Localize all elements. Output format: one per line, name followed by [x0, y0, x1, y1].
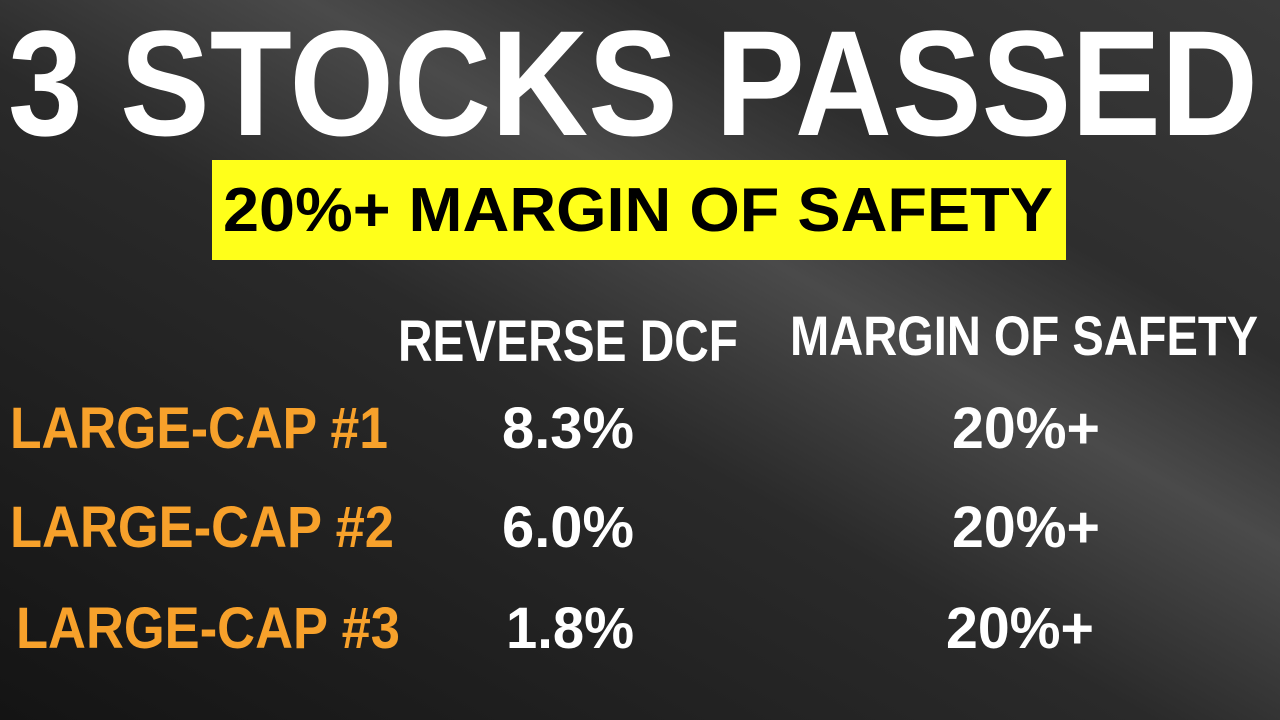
subtitle: 20%+ MARGIN OF SAFETY	[223, 176, 1053, 245]
reverse-dcf-value: 8.3%	[502, 396, 634, 461]
margin-value: 20%+	[952, 396, 1100, 461]
reverse-dcf-value: 6.0%	[502, 495, 634, 560]
row-label: LARGE-CAP #2	[10, 495, 394, 560]
margin-value: 20%+	[952, 495, 1100, 560]
column-header: REVERSE DCF	[398, 309, 738, 374]
subtitle-box	[212, 160, 1066, 260]
margin-value: 20%+	[946, 596, 1094, 661]
column-header: MARGIN OF SAFETY	[790, 304, 1258, 367]
title: 3 STOCKS PASSED	[8, 0, 1258, 167]
reverse-dcf-value: 1.8%	[506, 596, 634, 661]
row-label: LARGE-CAP #1	[10, 396, 388, 461]
row-label: LARGE-CAP #3	[16, 596, 400, 661]
